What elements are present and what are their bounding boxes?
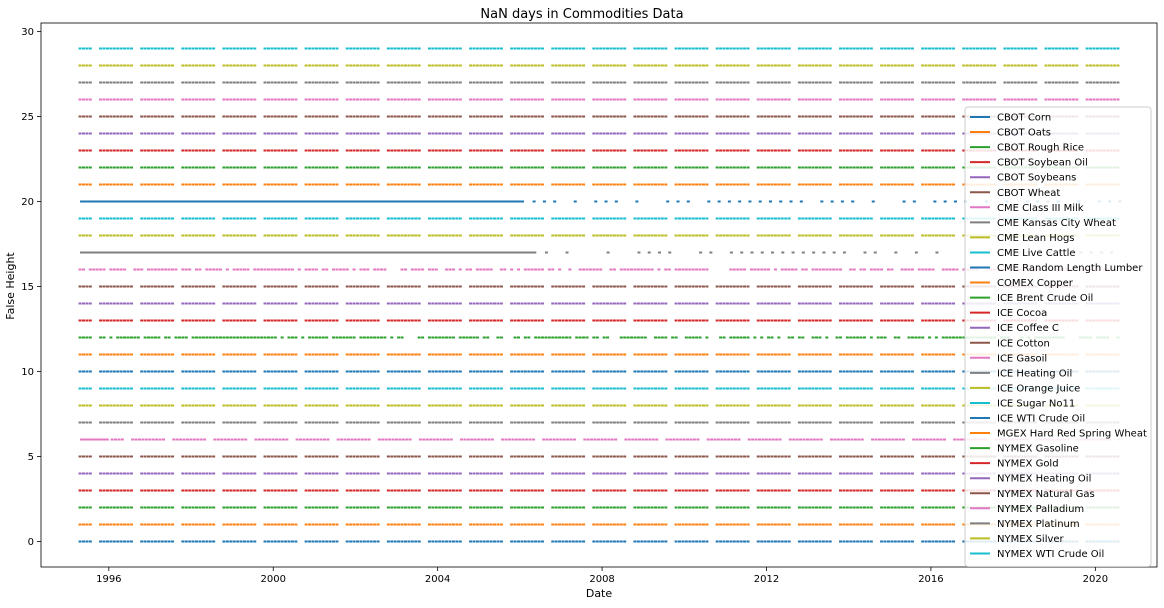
- chart-svg: 1996200020042008201220162020 05101520253…: [0, 0, 1164, 604]
- chart-figure: 1996200020042008201220162020 05101520253…: [0, 0, 1164, 604]
